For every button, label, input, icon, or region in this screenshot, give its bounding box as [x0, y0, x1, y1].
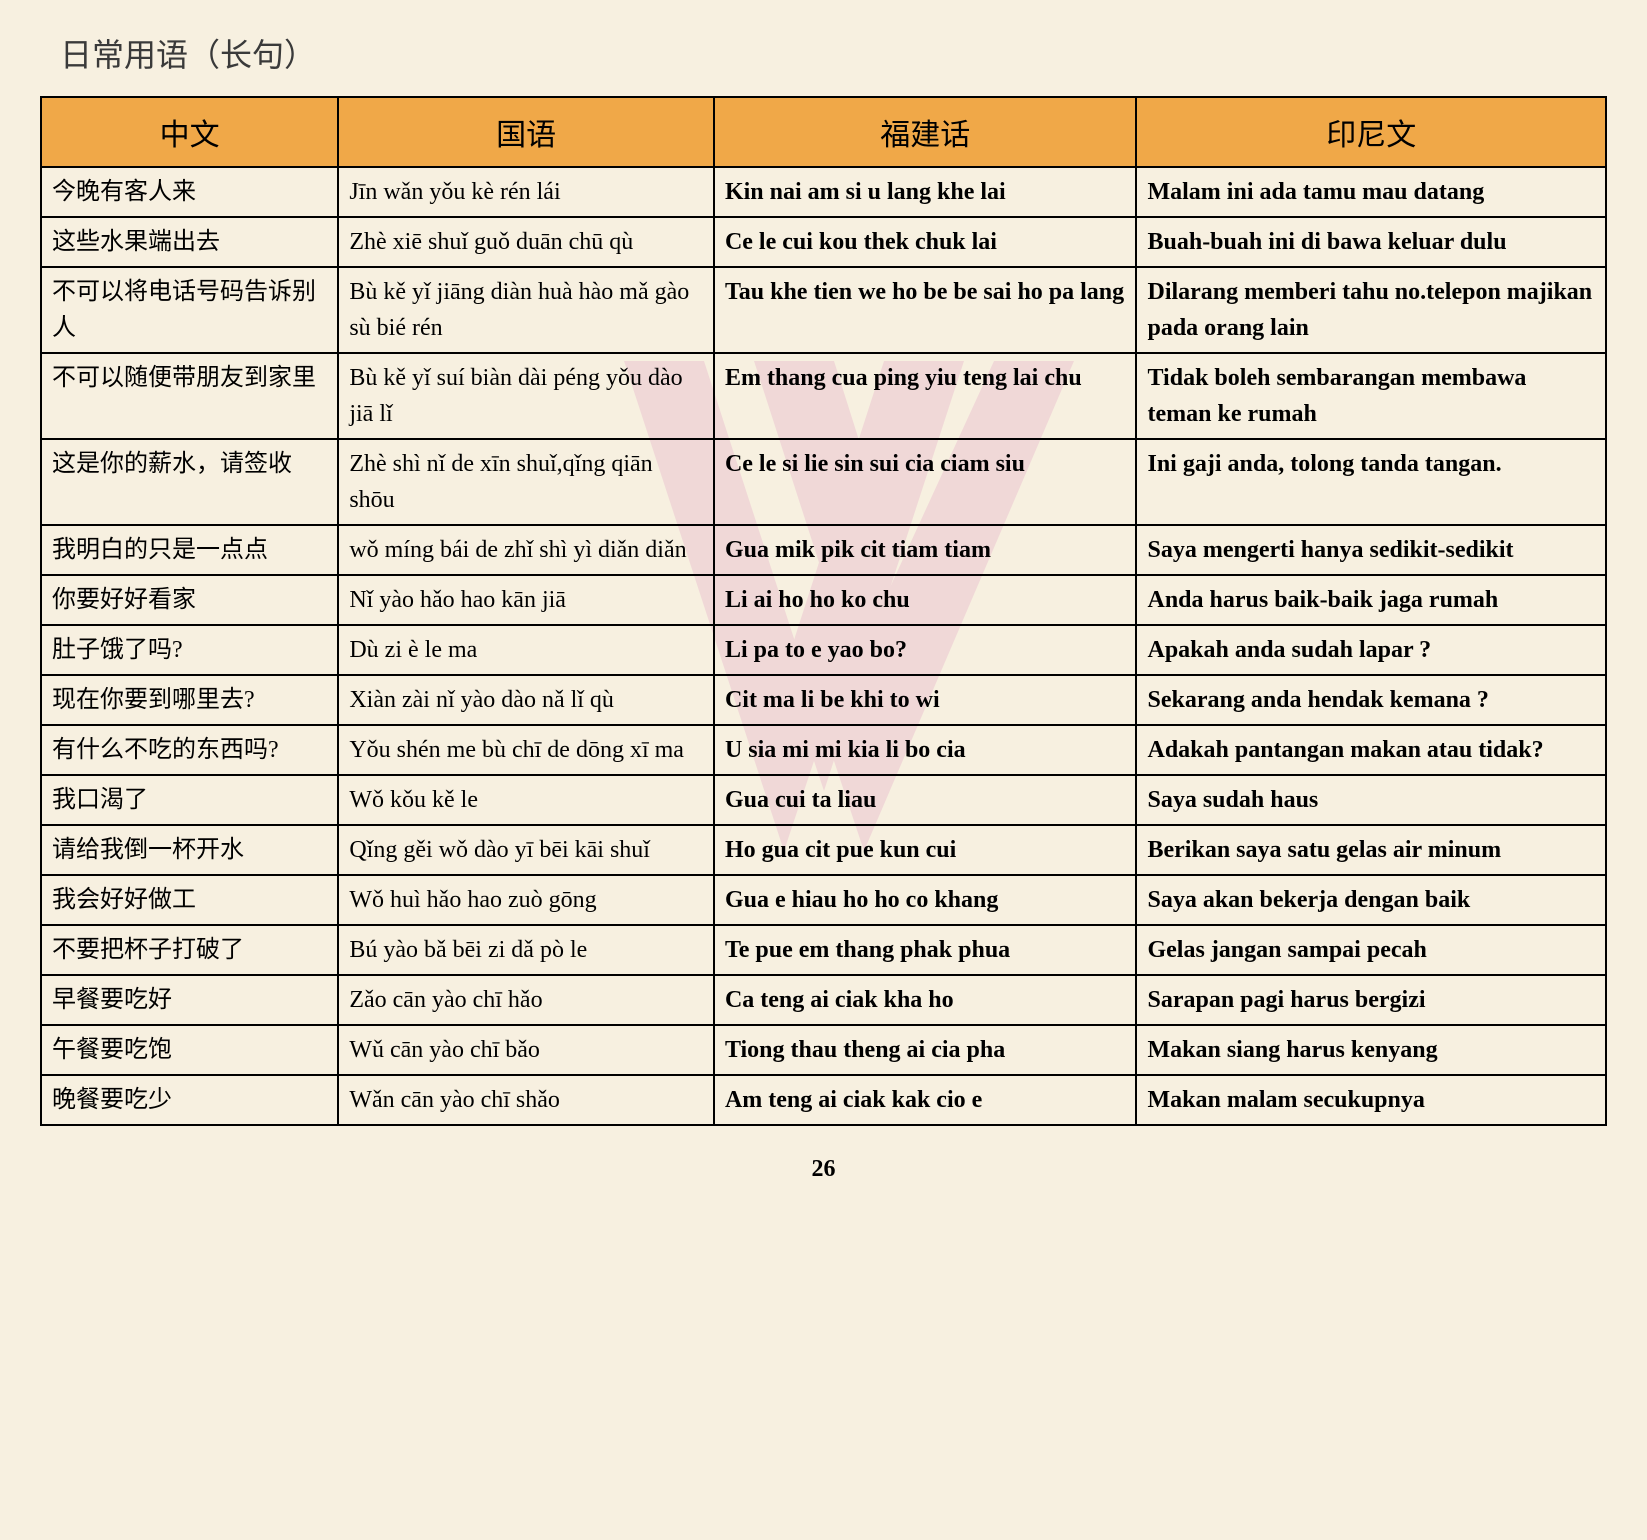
cell-indonesian: Buah-buah ini di bawa keluar dulu — [1136, 217, 1606, 267]
cell-indonesian: Gelas jangan sampai pecah — [1136, 925, 1606, 975]
cell-indonesian: Makan siang harus kenyang — [1136, 1025, 1606, 1075]
cell-mandarin: Jīn wǎn yǒu kè rén lái — [338, 167, 714, 217]
cell-mandarin: Bù kě yǐ suí biàn dài péng yǒu dào jiā l… — [338, 353, 714, 439]
table-row: 午餐要吃饱Wǔ cān yào chī bǎoTiong thau theng … — [41, 1025, 1606, 1075]
cell-indonesian: Saya akan bekerja dengan baik — [1136, 875, 1606, 925]
cell-chinese: 早餐要吃好 — [41, 975, 338, 1025]
cell-hokkien: Ce le si lie sin sui cia ciam siu — [714, 439, 1137, 525]
table-row: 不可以随便带朋友到家里Bù kě yǐ suí biàn dài péng yǒ… — [41, 353, 1606, 439]
cell-mandarin: Nǐ yào hǎo hao kān jiā — [338, 575, 714, 625]
cell-chinese: 不可以将电话号码告诉别人 — [41, 267, 338, 353]
cell-indonesian: Dilarang memberi tahu no.telepon majikan… — [1136, 267, 1606, 353]
table-row: 不要把杯子打破了Bú yào bǎ bēi zi dǎ pò leTe pue … — [41, 925, 1606, 975]
cell-indonesian: Berikan saya satu gelas air minum — [1136, 825, 1606, 875]
cell-hokkien: Am teng ai ciak kak cio e — [714, 1075, 1137, 1125]
cell-indonesian: Saya sudah haus — [1136, 775, 1606, 825]
table-wrapper: 中文 国语 福建话 印尼文 今晚有客人来Jīn wǎn yǒu kè rén l… — [40, 96, 1607, 1126]
cell-chinese: 请给我倒一杯开水 — [41, 825, 338, 875]
cell-mandarin: Wǔ cān yào chī bǎo — [338, 1025, 714, 1075]
table-row: 请给我倒一杯开水Qǐng gěi wǒ dào yī bēi kāi shuǐH… — [41, 825, 1606, 875]
cell-mandarin: Zhè shì nǐ de xīn shuǐ,qǐng qiān shōu — [338, 439, 714, 525]
cell-mandarin: Yǒu shén me bù chī de dōng xī ma — [338, 725, 714, 775]
cell-indonesian: Tidak boleh sembarangan membawa teman ke… — [1136, 353, 1606, 439]
cell-indonesian: Malam ini ada tamu mau datang — [1136, 167, 1606, 217]
table-row: 你要好好看家Nǐ yào hǎo hao kān jiāLi ai ho ho … — [41, 575, 1606, 625]
cell-indonesian: Adakah pantangan makan atau tidak? — [1136, 725, 1606, 775]
table-row: 有什么不吃的东西吗?Yǒu shén me bù chī de dōng xī … — [41, 725, 1606, 775]
page-number: 26 — [40, 1156, 1607, 1183]
cell-indonesian: Anda harus baik-baik jaga rumah — [1136, 575, 1606, 625]
cell-chinese: 我明白的只是一点点 — [41, 525, 338, 575]
cell-mandarin: Wǒ kǒu kě le — [338, 775, 714, 825]
phrases-table: 中文 国语 福建话 印尼文 今晚有客人来Jīn wǎn yǒu kè rén l… — [40, 96, 1607, 1126]
cell-hokkien: Ca teng ai ciak kha ho — [714, 975, 1137, 1025]
cell-chinese: 不可以随便带朋友到家里 — [41, 353, 338, 439]
cell-chinese: 晚餐要吃少 — [41, 1075, 338, 1125]
cell-chinese: 今晚有客人来 — [41, 167, 338, 217]
table-row: 现在你要到哪里去?Xiàn zài nǐ yào dào nǎ lǐ qùCit… — [41, 675, 1606, 725]
cell-indonesian: Sekarang anda hendak kemana ? — [1136, 675, 1606, 725]
cell-hokkien: Li ai ho ho ko chu — [714, 575, 1137, 625]
cell-hokkien: Ce le cui kou thek chuk lai — [714, 217, 1137, 267]
cell-hokkien: U sia mi mi kia li bo cia — [714, 725, 1137, 775]
table-row: 早餐要吃好Zǎo cān yào chī hǎoCa teng ai ciak … — [41, 975, 1606, 1025]
table-row: 肚子饿了吗?Dù zi è le maLi pa to e yao bo?Apa… — [41, 625, 1606, 675]
cell-hokkien: Gua mik pik cit tiam tiam — [714, 525, 1137, 575]
cell-chinese: 我口渴了 — [41, 775, 338, 825]
cell-chinese: 这些水果端出去 — [41, 217, 338, 267]
table-row: 这是你的薪水，请签收Zhè shì nǐ de xīn shuǐ,qǐng qi… — [41, 439, 1606, 525]
header-chinese: 中文 — [41, 97, 338, 167]
cell-mandarin: Zhè xiē shuǐ guǒ duān chū qù — [338, 217, 714, 267]
cell-chinese: 有什么不吃的东西吗? — [41, 725, 338, 775]
cell-hokkien: Li pa to e yao bo? — [714, 625, 1137, 675]
cell-mandarin: Bù kě yǐ jiāng diàn huà hào mǎ gào sù bi… — [338, 267, 714, 353]
cell-mandarin: Zǎo cān yào chī hǎo — [338, 975, 714, 1025]
cell-mandarin: wǒ míng bái de zhǐ shì yì diǎn diǎn — [338, 525, 714, 575]
cell-chinese: 我会好好做工 — [41, 875, 338, 925]
cell-hokkien: Em thang cua ping yiu teng lai chu — [714, 353, 1137, 439]
cell-indonesian: Sarapan pagi harus bergizi — [1136, 975, 1606, 1025]
cell-hokkien: Tau khe tien we ho be be sai ho pa lang — [714, 267, 1137, 353]
cell-mandarin: Wǎn cān yào chī shǎo — [338, 1075, 714, 1125]
table-row: 今晚有客人来Jīn wǎn yǒu kè rén láiKin nai am s… — [41, 167, 1606, 217]
header-mandarin: 国语 — [338, 97, 714, 167]
page-title: 日常用语（长句） — [60, 30, 1607, 76]
table-header-row: 中文 国语 福建话 印尼文 — [41, 97, 1606, 167]
cell-chinese: 你要好好看家 — [41, 575, 338, 625]
cell-chinese: 肚子饿了吗? — [41, 625, 338, 675]
cell-hokkien: Tiong thau theng ai cia pha — [714, 1025, 1137, 1075]
cell-mandarin: Qǐng gěi wǒ dào yī bēi kāi shuǐ — [338, 825, 714, 875]
table-row: 我会好好做工Wǒ huì hǎo hao zuò gōngGua e hiau … — [41, 875, 1606, 925]
header-hokkien: 福建话 — [714, 97, 1137, 167]
cell-hokkien: Gua e hiau ho ho co khang — [714, 875, 1137, 925]
cell-hokkien: Cit ma li be khi to wi — [714, 675, 1137, 725]
cell-indonesian: Apakah anda sudah lapar ? — [1136, 625, 1606, 675]
cell-hokkien: Kin nai am si u lang khe lai — [714, 167, 1137, 217]
table-row: 我口渴了Wǒ kǒu kě leGua cui ta liauSaya suda… — [41, 775, 1606, 825]
table-row: 这些水果端出去Zhè xiē shuǐ guǒ duān chū qùCe le… — [41, 217, 1606, 267]
table-row: 我明白的只是一点点wǒ míng bái de zhǐ shì yì diǎn … — [41, 525, 1606, 575]
cell-hokkien: Gua cui ta liau — [714, 775, 1137, 825]
table-row: 不可以将电话号码告诉别人Bù kě yǐ jiāng diàn huà hào … — [41, 267, 1606, 353]
cell-hokkien: Te pue em thang phak phua — [714, 925, 1137, 975]
cell-indonesian: Ini gaji anda, tolong tanda tangan. — [1136, 439, 1606, 525]
cell-chinese: 现在你要到哪里去? — [41, 675, 338, 725]
header-indonesian: 印尼文 — [1136, 97, 1606, 167]
cell-mandarin: Wǒ huì hǎo hao zuò gōng — [338, 875, 714, 925]
cell-mandarin: Bú yào bǎ bēi zi dǎ pò le — [338, 925, 714, 975]
cell-chinese: 不要把杯子打破了 — [41, 925, 338, 975]
cell-chinese: 这是你的薪水，请签收 — [41, 439, 338, 525]
cell-mandarin: Dù zi è le ma — [338, 625, 714, 675]
cell-hokkien: Ho gua cit pue kun cui — [714, 825, 1137, 875]
cell-indonesian: Makan malam secukupnya — [1136, 1075, 1606, 1125]
cell-mandarin: Xiàn zài nǐ yào dào nǎ lǐ qù — [338, 675, 714, 725]
table-row: 晚餐要吃少Wǎn cān yào chī shǎoAm teng ai ciak… — [41, 1075, 1606, 1125]
cell-indonesian: Saya mengerti hanya sedikit-sedikit — [1136, 525, 1606, 575]
cell-chinese: 午餐要吃饱 — [41, 1025, 338, 1075]
